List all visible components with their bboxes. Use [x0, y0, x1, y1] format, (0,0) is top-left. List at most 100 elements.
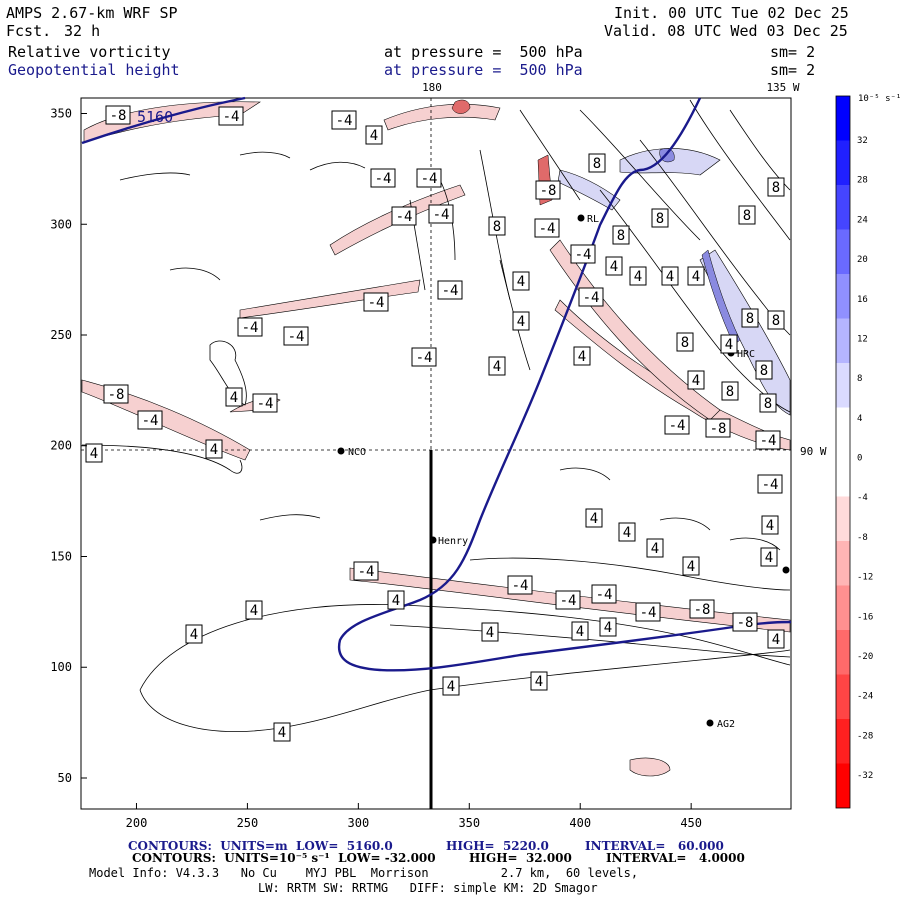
- colorbar-swatch: [836, 274, 850, 319]
- contour-label-text: -4: [762, 477, 779, 493]
- footer-physics-info: LW: RRTM SW: RRTMG DIFF: simple KM: 2D S…: [258, 881, 598, 895]
- contour-label: 4: [761, 515, 779, 535]
- contour-label-text: -4: [375, 171, 392, 187]
- contour-label: 4: [245, 600, 263, 620]
- footer-height-contours: CONTOURS: UNITS=m LOW= 5160.0: [128, 839, 393, 853]
- contour-label: 4: [661, 266, 679, 286]
- contour-label-text: 4: [692, 373, 700, 389]
- field1-level: at pressure = 500 hPa: [384, 43, 583, 61]
- contour-label: -4: [416, 168, 442, 188]
- x-tick-label: 350: [458, 816, 480, 830]
- contour-label-text: -4: [539, 221, 556, 237]
- contour-label: -4: [635, 602, 661, 622]
- colorbar-label: -24: [857, 692, 873, 702]
- meridian-180-label: 180: [422, 81, 442, 94]
- contour-label: -4: [391, 206, 417, 226]
- colorbar-swatch: [836, 407, 850, 452]
- contour-label-text: 4: [493, 359, 501, 375]
- contour-label-text: -4: [433, 207, 450, 223]
- contour-label-text: 4: [370, 128, 378, 144]
- contour-label: 8: [612, 225, 630, 245]
- colorbar-label: -20: [857, 652, 873, 662]
- contour-label: 4: [185, 624, 203, 644]
- y-axis: 50 100 150 200 250 300 350: [50, 107, 87, 785]
- colorbar-label: 16: [857, 295, 868, 305]
- contour-label: 4: [387, 590, 405, 610]
- footer-height-high: HIGH= 5220.0: [446, 839, 549, 853]
- contour-label-text: 4: [687, 559, 695, 575]
- colorbar-label: 28: [857, 176, 868, 186]
- contour-label-text: 8: [743, 208, 751, 224]
- contour-label: 4: [530, 671, 548, 691]
- contour-label-text: 4: [578, 349, 586, 365]
- contour-label-text: -4: [142, 413, 159, 429]
- contour-label-text: 4: [210, 442, 218, 458]
- colorbar-label: -12: [857, 573, 873, 583]
- init-time: Init. 00 UTC Tue 02 Dec 25: [614, 4, 849, 22]
- colorbar-swatch: [836, 496, 850, 541]
- contour-label: 4: [646, 538, 664, 558]
- contour-label-text: 4: [590, 511, 598, 527]
- contour-label: -8: [105, 105, 131, 125]
- meridian-90w-label: 90 W: [800, 445, 827, 458]
- colorbar-label: 20: [857, 255, 868, 265]
- colorbar-swatch: [836, 763, 850, 808]
- contour-label: 4: [512, 311, 530, 331]
- contour-label: -4: [555, 590, 581, 610]
- contour-label: 8: [741, 308, 759, 328]
- footer-vort-contours: CONTOURS: UNITS=10⁻⁵ s⁻¹ LOW= -32.000: [132, 851, 436, 865]
- contour-label: -4: [428, 204, 454, 224]
- contour-label-text: -8: [540, 183, 557, 199]
- station-ag2-label: AG2: [717, 719, 735, 730]
- x-tick-label: 200: [126, 816, 148, 830]
- contour-label-text: -4: [760, 433, 777, 449]
- colorbar-swatch: [836, 140, 850, 185]
- contour-label: -4: [507, 575, 533, 595]
- colorbar-unit: 10⁻⁵ s⁻¹: [858, 94, 900, 104]
- contour-label-text: -4: [596, 587, 613, 603]
- x-tick-label: 400: [569, 816, 591, 830]
- contour-label-text: 4: [278, 725, 286, 741]
- colorbar-swatch: [836, 585, 850, 630]
- contour-label-text: 4: [765, 550, 773, 566]
- station-hrc-label: HRC: [737, 349, 755, 360]
- contour-label-text: 4: [666, 269, 674, 285]
- colorbar-label: -8: [857, 533, 868, 543]
- colorbar-swatch: [836, 96, 850, 141]
- field2-name: Geopotential height: [8, 61, 180, 79]
- contour-label: -4: [664, 415, 690, 435]
- contour-label-text: -4: [442, 283, 459, 299]
- contour-label: 4: [571, 621, 589, 641]
- y-tick-label: 300: [50, 217, 72, 231]
- contour-label: 8: [651, 208, 669, 228]
- footer-model-info: Model Info: V4.3.3 No Cu MYJ PBL Morriso…: [89, 866, 639, 880]
- colorbar-swatch: [836, 541, 850, 586]
- y-tick-label: 250: [50, 328, 72, 342]
- contour-label: -4: [591, 584, 617, 604]
- contour-label: 4: [687, 370, 705, 390]
- y-tick-label: 50: [58, 771, 72, 785]
- colorbar-label: -28: [857, 731, 873, 741]
- contour-label: -4: [570, 244, 596, 264]
- colorbar-label: -32: [857, 771, 873, 781]
- contour-label-text: -4: [416, 350, 433, 366]
- colorbar-swatch: [836, 674, 850, 719]
- station-henry-marker: [429, 536, 437, 544]
- contour-label-text: 8: [764, 396, 772, 412]
- contour-label-text: -4: [560, 593, 577, 609]
- contour-label: -8: [689, 599, 715, 619]
- contour-label: 4: [585, 508, 603, 528]
- contour-label: 8: [755, 360, 773, 380]
- contour-label-text: 8: [617, 228, 625, 244]
- contour-label: -4: [437, 280, 463, 300]
- contour-label-text: -8: [110, 108, 127, 124]
- contour-label-text: -4: [421, 171, 438, 187]
- contour-label: -4: [755, 430, 781, 450]
- contour-label: 4: [481, 622, 499, 642]
- contour-label-text: 4: [517, 314, 525, 330]
- contour-label: 4: [720, 334, 738, 354]
- stations: NCO Henry HRC AG2 RL: [337, 214, 790, 730]
- contour-label: 8: [767, 310, 785, 330]
- y-tick-label: 350: [50, 107, 72, 121]
- contour-label-text: 4: [651, 541, 659, 557]
